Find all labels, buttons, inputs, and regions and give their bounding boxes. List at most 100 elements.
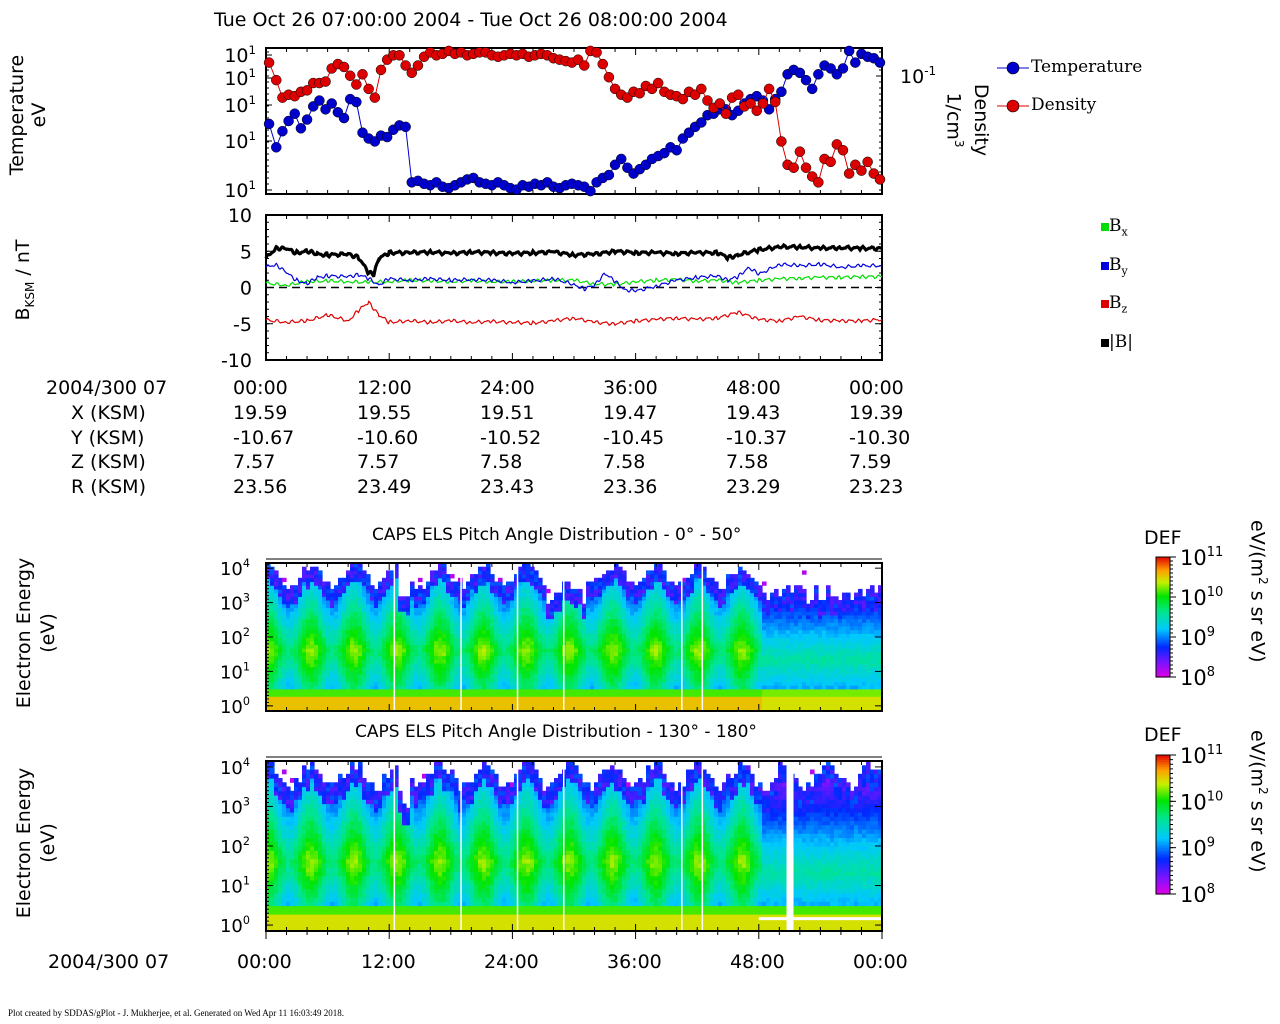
spectrogram-cell — [698, 600, 703, 605]
spectrogram-cell — [566, 618, 571, 623]
spectrogram-cell — [686, 666, 691, 671]
spectrogram-cell — [710, 670, 715, 675]
temperature-tick-label-exp: 1 — [249, 93, 257, 107]
spectrogram-cell — [690, 651, 695, 657]
spectrogram-cell — [298, 688, 303, 694]
spectrogram-cell — [474, 651, 479, 657]
spectrogram-cell — [438, 707, 443, 712]
spectrogram-cell — [542, 666, 547, 671]
spectrogram-cell — [574, 633, 579, 638]
spectrogram-cell — [418, 685, 423, 690]
spectrogram-cell — [554, 614, 559, 620]
spectrogram-cell — [590, 625, 595, 631]
spectrogram-cell — [362, 644, 367, 649]
spectrogram-cell — [482, 581, 487, 586]
spectrogram-cell — [378, 699, 383, 705]
spectrogram-cell — [646, 644, 651, 649]
spectrogram-cell — [494, 614, 499, 620]
spectrogram-cell — [394, 588, 399, 594]
spectrogram-cell — [554, 625, 559, 631]
spectrogram-cell — [462, 655, 467, 660]
spectrogram-cell — [694, 581, 699, 586]
spectrogram-cell — [702, 574, 707, 579]
spectrogram-cell — [470, 592, 475, 597]
spectrogram-cell — [646, 611, 651, 616]
spectrogram-cell — [318, 651, 323, 657]
spectrogram-cell — [334, 662, 339, 668]
spectrogram-cell — [306, 585, 311, 590]
spectrogram-cell — [670, 651, 675, 657]
spectrogram-cell — [454, 674, 459, 679]
spectrogram-cell — [310, 640, 315, 645]
spectrogram-cell — [486, 611, 491, 616]
spectrogram-cell — [734, 585, 739, 590]
spectrogram-cell — [734, 699, 739, 705]
spectrogram-cell — [350, 592, 355, 597]
spectrogram-cell — [730, 662, 735, 668]
spectrogram-cell — [710, 688, 715, 694]
spectrogram-cell — [558, 629, 563, 634]
spectrogram-cell — [366, 611, 371, 616]
spectrogram-cell — [422, 618, 427, 623]
spectrogram-cell — [754, 666, 759, 671]
spectrogram-cell — [334, 625, 339, 631]
spectrogram-cell — [606, 659, 611, 664]
spectrogram-cell — [490, 666, 495, 671]
spectrogram-cell — [586, 607, 591, 612]
spectrogram-cell — [426, 666, 431, 671]
spectrogram-cell — [514, 648, 519, 653]
spectrogram-cell — [354, 707, 359, 712]
spectrogram-cell — [518, 633, 523, 638]
spectrogram-cell — [450, 574, 455, 579]
spectrogram-cell — [314, 651, 319, 657]
spectrogram-cell — [742, 592, 747, 597]
spectrogram-cell — [362, 629, 367, 634]
spectrogram-cell — [470, 670, 475, 675]
spectrogram-cell — [334, 607, 339, 612]
spectrogram-cell — [694, 655, 699, 660]
spectrogram-cell — [722, 592, 727, 597]
spectrogram-cell — [358, 629, 363, 634]
spectrogram-cell — [318, 699, 323, 705]
spectrogram-cell — [754, 677, 759, 682]
spectrogram-cell — [678, 637, 683, 642]
spectrogram-cell — [302, 648, 307, 653]
spectrogram-cell — [614, 625, 619, 631]
spectrogram-cell — [278, 588, 283, 594]
b-tick-label: 5 — [240, 241, 252, 263]
spectrogram-cell — [626, 703, 631, 708]
spectrogram-cell — [518, 666, 523, 671]
spectrogram-cell — [678, 703, 683, 708]
spectrogram-cell — [626, 655, 631, 660]
spectrogram-cell — [306, 625, 311, 631]
spectrogram-cell — [646, 607, 651, 612]
spectrogram-cell — [570, 600, 575, 605]
spectrogram-cell — [706, 681, 711, 686]
spectrogram-cell — [466, 585, 471, 590]
spectrogram-cell — [374, 633, 379, 638]
spectrogram-cell — [566, 696, 571, 701]
spectrogram-cell — [358, 670, 363, 675]
spectrogram-cell — [598, 622, 603, 627]
spectrogram-cell — [446, 577, 451, 583]
spectrogram-cell — [450, 585, 455, 590]
spectrogram-cell — [614, 577, 619, 583]
spectrogram-cell — [426, 651, 431, 657]
spectrogram-cell — [314, 570, 319, 575]
spectrogram-cell — [594, 633, 599, 638]
spectrogram-cell — [690, 692, 695, 697]
spectrogram-cell — [438, 692, 443, 697]
spectrogram-cell — [526, 588, 531, 594]
spectrogram-cell — [742, 666, 747, 671]
spectrogram-cell — [730, 629, 735, 634]
spectrogram-cell — [386, 662, 391, 668]
spectrogram-cell — [326, 581, 331, 586]
spectrogram-cell — [750, 707, 755, 712]
spectrogram-cell — [290, 651, 295, 657]
spectrogram-cell — [422, 696, 427, 701]
spectrogram-cell — [546, 688, 551, 694]
spectrogram-cell — [302, 607, 307, 612]
spectrogram-cell — [446, 596, 451, 601]
spectrogram-cell — [410, 600, 415, 605]
spectrogram-cell — [714, 644, 719, 649]
